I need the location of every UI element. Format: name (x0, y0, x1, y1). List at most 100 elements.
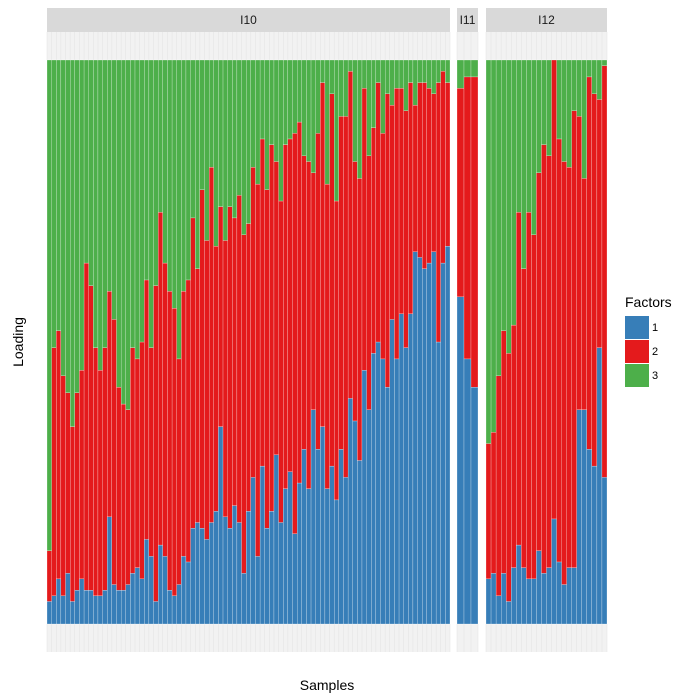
bar-factor-3 (526, 59, 532, 213)
bar-factor-2 (195, 268, 200, 523)
bar-factor-3 (581, 59, 587, 179)
bar-factor-3 (306, 59, 312, 162)
bar-factor-3 (185, 59, 191, 281)
bar-factor-2 (246, 223, 251, 512)
bar-factor-3 (412, 59, 418, 106)
bar-factor-1 (278, 522, 284, 625)
bar-factor-1 (65, 573, 71, 625)
bar-factor-3 (232, 59, 238, 219)
sample-label-band-bottom (457, 624, 478, 652)
bar-factor-1 (581, 409, 587, 625)
bar-factor-1 (403, 347, 409, 625)
bar-factor-3 (144, 59, 150, 281)
panel-I12: I12 (485, 8, 608, 652)
bar-factor-3 (241, 59, 247, 235)
bar-factor-1 (601, 477, 608, 625)
bar-factor-1 (125, 584, 131, 625)
bar-factor-1 (385, 386, 390, 625)
bar-factor-1 (591, 465, 598, 625)
bar-factor-2 (310, 172, 316, 410)
facet-panels: I10 I11 I12 (46, 8, 608, 652)
bar-factor-2 (431, 93, 437, 252)
bar-factor-3 (287, 59, 293, 140)
bar-factor-2 (501, 330, 507, 574)
bar-factor-1 (204, 539, 210, 625)
bar-factor-2 (97, 370, 103, 596)
bar-factor-1 (111, 584, 117, 625)
bar-factor-1 (176, 584, 182, 625)
bar-factor-1 (250, 477, 256, 625)
bar-factor-3 (107, 59, 112, 292)
bar-factor-1 (566, 567, 572, 625)
bar-factor-3 (292, 59, 298, 134)
bar-factor-2 (222, 240, 228, 517)
panel-I11: I11 (456, 8, 479, 652)
bar-factor-2 (463, 76, 472, 360)
bar-factor-2 (287, 138, 293, 472)
bar-factor-3 (596, 59, 603, 100)
bar-factor-3 (195, 59, 200, 269)
bar-factor-1 (516, 544, 522, 625)
bar-factor-3 (431, 59, 437, 94)
bar-factor-2 (556, 138, 562, 563)
bar-factor-3 (470, 59, 479, 78)
bar-factor-1 (445, 245, 451, 625)
bar-factor-3 (83, 59, 89, 264)
bar-factor-3 (236, 59, 242, 196)
bar-factor-1 (343, 477, 349, 625)
bar-factor-1 (490, 573, 497, 625)
bar-factor-1 (158, 544, 163, 625)
bar-factor-2 (347, 71, 353, 399)
bar-factor-2 (586, 76, 592, 450)
bar-factor-1 (347, 398, 353, 625)
bar-factor-2 (236, 195, 242, 523)
bar-factor-1 (130, 573, 136, 625)
bar-factor-1 (556, 561, 562, 625)
bar-factor-3 (435, 59, 441, 83)
bar-factor-2 (426, 88, 432, 264)
bar-factor-2 (490, 432, 497, 574)
bar-factor-2 (531, 234, 537, 580)
bar-factor-3 (301, 59, 307, 157)
facet-strip (47, 8, 450, 32)
bar-factor-2 (398, 88, 404, 314)
bar-factor-2 (213, 245, 219, 512)
bar-factor-2 (83, 262, 89, 591)
bar-factor-3 (601, 59, 608, 66)
bar-factor-2 (176, 358, 182, 585)
bar-factor-1 (324, 488, 330, 625)
bar-factor-3 (264, 59, 270, 190)
bar-factor-2 (204, 240, 210, 540)
bar-factor-1 (102, 590, 108, 625)
bar-factor-1 (546, 567, 552, 625)
bar-factor-1 (255, 556, 261, 625)
legend-label-3: 3 (652, 370, 658, 382)
bar-factor-3 (209, 59, 214, 168)
bar-factor-3 (125, 59, 131, 410)
bar-factor-1 (269, 511, 275, 625)
bar-factor-1 (79, 578, 85, 625)
bar-factor-3 (556, 59, 562, 140)
bar-factor-2 (485, 443, 492, 580)
bar-factor-1 (338, 449, 344, 625)
bar-factor-1 (329, 465, 335, 625)
bar-factor-2 (88, 285, 94, 591)
bar-factor-1 (596, 347, 603, 625)
bar-factor-2 (551, 59, 557, 520)
bar-factor-2 (385, 93, 390, 388)
bar-factor-3 (347, 59, 353, 72)
bar-factor-3 (65, 59, 71, 393)
bar-factor-3 (250, 59, 256, 168)
bar-factor-2 (70, 426, 75, 602)
bar-factor-1 (435, 341, 441, 625)
bar-factor-1 (576, 409, 582, 625)
facet-strip-label: I11 (460, 13, 476, 27)
bar-factor-2 (495, 375, 502, 596)
bar-factor-1 (70, 601, 75, 625)
bar-factor-2 (46, 550, 52, 602)
bar-factor-2 (371, 127, 377, 354)
bar-factor-1 (83, 590, 89, 625)
legend-label-2: 2 (652, 346, 658, 358)
bar-factor-3 (97, 59, 103, 371)
bar-factor-2 (435, 82, 441, 343)
